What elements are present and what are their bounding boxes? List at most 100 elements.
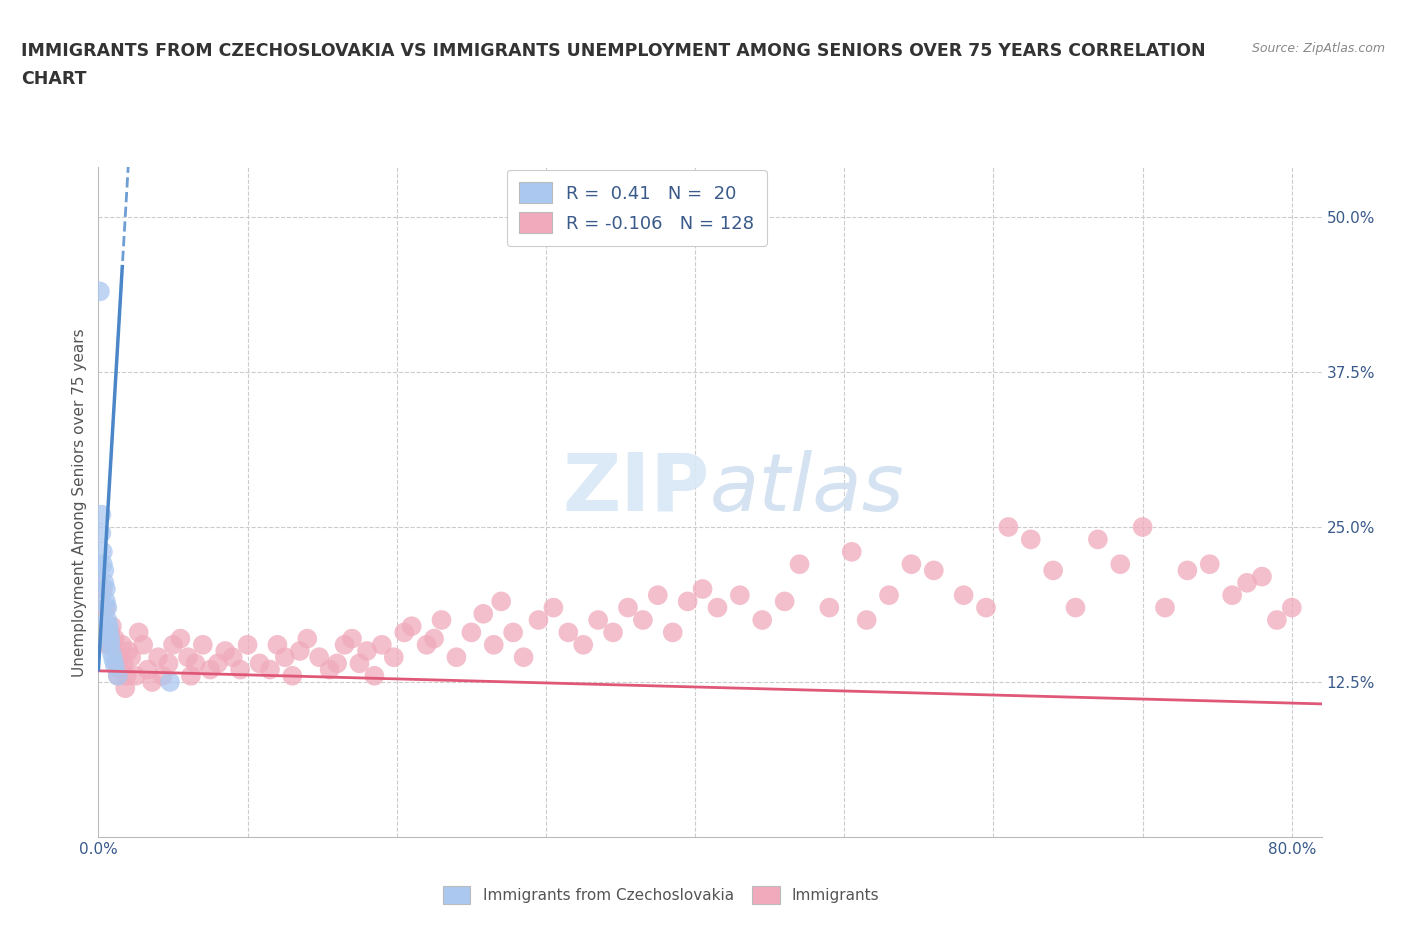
Point [152,669,174,684]
Text: IMMIGRANTS FROM CZECHOSLOVAKIA VS IMMIGRANTS UNEMPLOYMENT AMONG SENIORS OVER 75 : IMMIGRANTS FROM CZECHOSLOVAKIA VS IMMIGR… [21,42,1206,60]
Point [489,594,512,609]
Point [1251,569,1274,584]
Point [423,631,446,646]
Point [90,507,112,522]
Point [159,674,181,689]
Point [340,631,363,646]
Point [94,581,117,596]
Point [751,613,773,628]
Point [112,656,135,671]
Point [249,656,271,671]
Point [101,646,124,661]
Point [180,669,202,684]
Point [107,669,129,684]
Point [91,544,114,559]
Point [676,594,699,609]
Point [1198,557,1220,572]
Point [98,637,121,652]
Point [157,656,180,671]
Point [922,563,945,578]
Point [415,637,437,652]
Point [162,637,184,652]
Point [184,656,207,671]
Point [297,631,319,646]
Point [288,644,311,658]
Point [877,588,900,603]
Point [229,662,252,677]
Y-axis label: Unemployment Among Seniors over 75 years: Unemployment Among Seniors over 75 years [72,328,87,676]
Point [1042,563,1064,578]
Point [318,662,340,677]
Point [512,650,534,665]
Point [221,650,243,665]
Point [974,600,997,615]
Point [259,662,281,677]
Point [1154,600,1177,615]
Point [96,600,118,615]
Point [98,631,121,646]
Legend: Immigrants from Czechoslovakia, Immigrants: Immigrants from Czechoslovakia, Immigran… [437,880,886,910]
Point [236,637,259,652]
Point [125,669,148,684]
Point [446,650,468,665]
Point [266,637,288,652]
Point [97,631,120,646]
Point [103,652,125,667]
Point [91,557,114,572]
Point [472,606,495,621]
Text: atlas: atlas [710,450,905,528]
Point [89,284,111,299]
Point [818,600,841,615]
Point [281,669,304,684]
Point [177,650,200,665]
Point [363,669,385,684]
Point [900,557,922,572]
Point [97,618,120,633]
Point [97,625,120,640]
Point [1087,532,1109,547]
Point [543,600,565,615]
Point [692,581,714,596]
Point [141,674,163,689]
Point [120,650,142,665]
Point [104,631,127,646]
Point [997,520,1019,535]
Point [94,594,117,609]
Point [557,625,579,640]
Point [728,588,751,603]
Point [1265,613,1288,628]
Point [1281,600,1303,615]
Point [1109,557,1132,572]
Point [356,644,378,658]
Point [773,594,796,609]
Point [214,644,236,658]
Point [114,681,136,696]
Point [841,544,863,559]
Point [191,637,214,652]
Point [572,637,595,652]
Point [169,631,191,646]
Point [527,613,550,628]
Point [107,669,129,684]
Point [274,650,297,665]
Point [1220,588,1243,603]
Point [111,637,134,652]
Point [90,525,112,540]
Point [103,637,125,652]
Text: CHART: CHART [21,70,87,87]
Point [93,576,115,591]
Point [1132,520,1154,535]
Text: Source: ZipAtlas.com: Source: ZipAtlas.com [1251,42,1385,55]
Point [104,658,127,673]
Point [105,656,128,671]
Point [200,662,222,677]
Point [789,557,811,572]
Point [430,613,453,628]
Point [617,600,640,615]
Point [146,650,169,665]
Point [952,588,974,603]
Point [308,650,330,665]
Point [647,588,669,603]
Point [110,662,132,677]
Point [96,637,118,652]
